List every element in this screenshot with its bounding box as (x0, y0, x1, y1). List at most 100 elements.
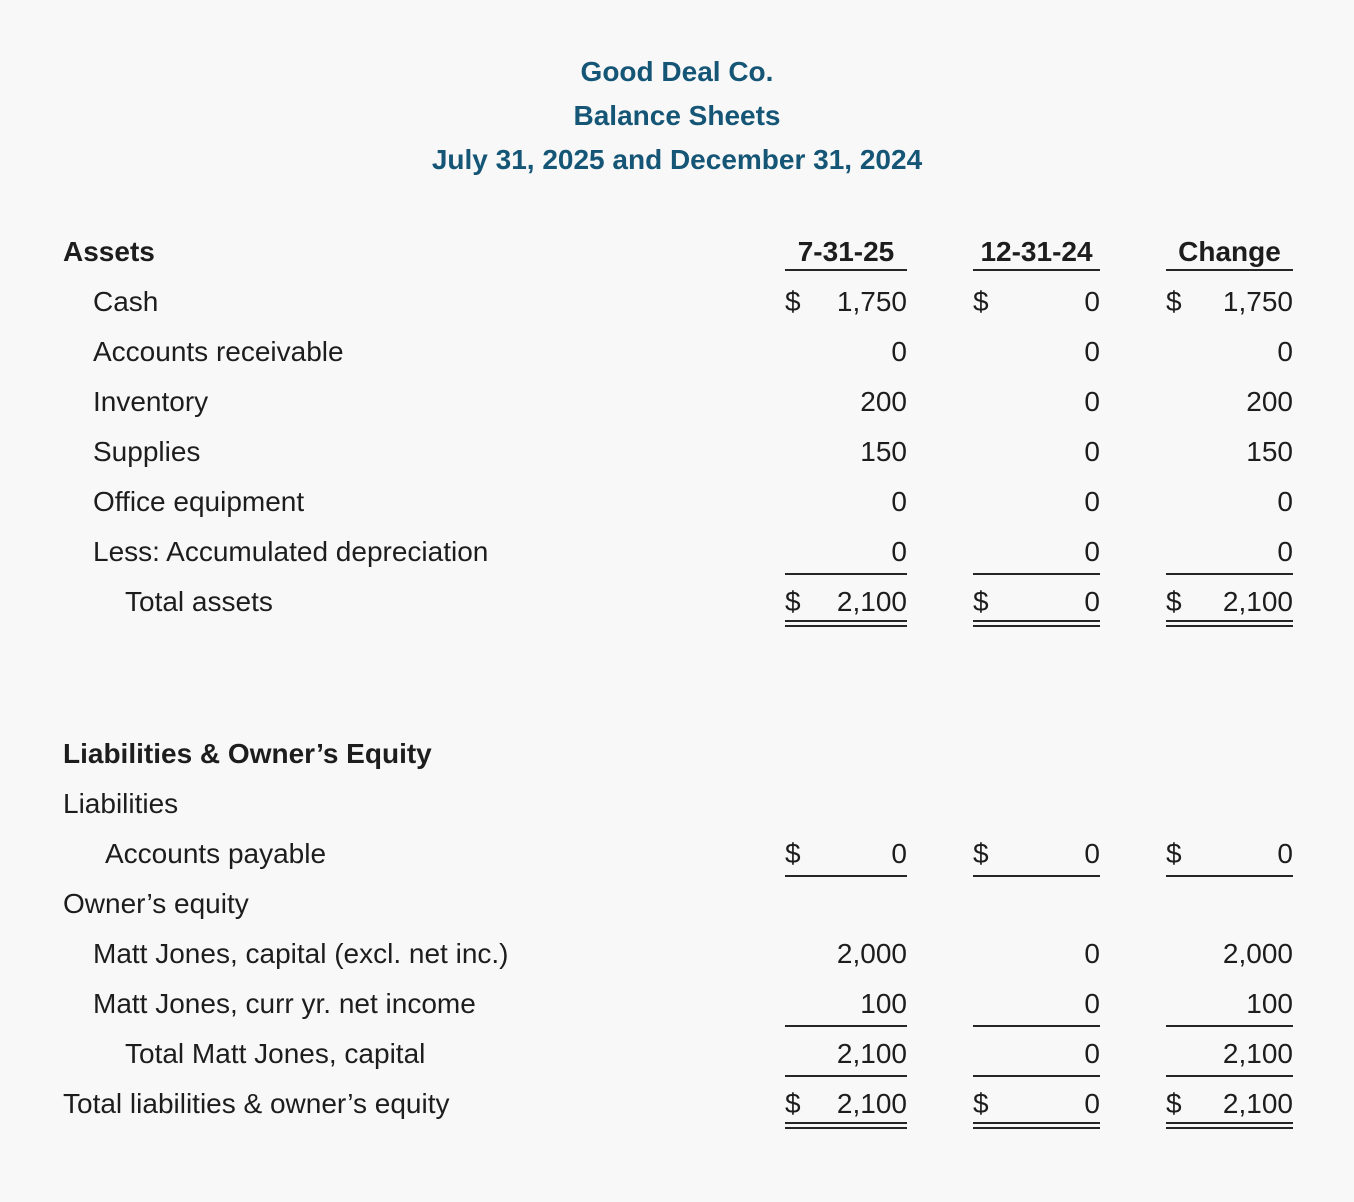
report-header: Good Deal Co. Balance Sheets July 31, 20… (0, 0, 1354, 182)
row-label: Liabilities (63, 788, 179, 819)
amount-value: 0 (1084, 1088, 1100, 1119)
row-label: Matt Jones, capital (excl. net inc.) (93, 938, 509, 969)
amount-cell: 0 (1166, 527, 1293, 577)
row-label: Owner’s equity (63, 888, 249, 919)
amount-value: 0 (1084, 486, 1100, 517)
amount-value: 0 (1084, 586, 1100, 617)
amount-value: 150 (860, 436, 907, 467)
amount-value: 0 (891, 336, 907, 367)
column-header: 12-31-24 (973, 227, 1100, 277)
amount-cell: $1,750 (785, 277, 907, 327)
amount-cell: $2,100 (785, 577, 907, 627)
row-label: Total Matt Jones, capital (125, 1038, 426, 1069)
amount-value: 0 (891, 486, 907, 517)
column-header-label: 7-31-25 (797, 236, 895, 267)
amount-cell: $2,100 (785, 1079, 907, 1129)
amount-cell: 2,100 (1166, 1029, 1293, 1079)
currency-symbol: $ (973, 586, 989, 617)
amount-cell: 0 (973, 979, 1100, 1029)
amount-value: 2,100 (836, 1038, 907, 1069)
column-header-label: 12-31-24 (980, 236, 1093, 267)
amount-cell: 0 (973, 1029, 1100, 1079)
amount-value: 0 (891, 838, 907, 869)
amount-cell: $0 (785, 829, 907, 879)
table-row: Cash $1,750 $0 $1,750 (0, 277, 1354, 327)
amount-value: 0 (1084, 938, 1100, 969)
amount-value: 0 (1277, 336, 1293, 367)
amount-value: 2,000 (836, 938, 907, 969)
amount-cell: $2,100 (1166, 1079, 1293, 1129)
table-row: Total liabilities & owner’s equity $2,100… (0, 1079, 1354, 1129)
amount-cell: 150 (1166, 427, 1293, 477)
amount-value: 0 (1277, 486, 1293, 517)
amount-cell: $0 (973, 577, 1100, 627)
balance-sheet-table: Assets 7-31-25 12-31-24 Change Cash $1,750 $0 $… (0, 227, 1354, 1129)
column-header: Change (1166, 227, 1293, 277)
table-row: Supplies 150 0 150 (0, 427, 1354, 477)
amount-cell: $0 (973, 829, 1100, 879)
amount-cell: 0 (973, 377, 1100, 427)
amount-cell: 100 (785, 979, 907, 1029)
amount-cell: 200 (1166, 377, 1293, 427)
amount-cell: 0 (973, 427, 1100, 477)
section-heading: Assets (63, 236, 155, 267)
row-label: Accounts receivable (93, 336, 344, 367)
table-row: Owner’s equity (0, 879, 1354, 929)
row-label: Accounts payable (105, 838, 327, 869)
amount-value: 200 (1246, 386, 1293, 417)
currency-symbol: $ (1166, 1088, 1182, 1119)
currency-symbol: $ (785, 838, 801, 869)
amount-cell: 0 (785, 477, 907, 527)
table-row: Total Matt Jones, capital 2,100 0 2,100 (0, 1029, 1354, 1079)
amount-value: 0 (1084, 536, 1100, 567)
table-row: Inventory 200 0 200 (0, 377, 1354, 427)
amount-cell: $0 (1166, 829, 1293, 879)
amount-cell: 0 (973, 929, 1100, 979)
row-label: Matt Jones, curr yr. net income (93, 988, 476, 1019)
amount-value: 0 (1084, 386, 1100, 417)
amount-cell: 200 (785, 377, 907, 427)
table-row: Matt Jones, curr yr. net income 100 0 100 (0, 979, 1354, 1029)
amount-cell: 0 (785, 327, 907, 377)
amount-cell: 0 (1166, 327, 1293, 377)
table-row: Accounts receivable 0 0 0 (0, 327, 1354, 377)
currency-symbol: $ (1166, 838, 1182, 869)
section-heading: Liabilities & Owner’s Equity (63, 738, 432, 769)
amount-value: 0 (1084, 286, 1100, 317)
currency-symbol: $ (973, 838, 989, 869)
currency-symbol: $ (973, 286, 989, 317)
table-row: Office equipment 0 0 0 (0, 477, 1354, 527)
currency-symbol: $ (1166, 586, 1182, 617)
amount-cell: 2,000 (1166, 929, 1293, 979)
amount-value: 2,000 (1222, 938, 1293, 969)
amount-cell: 100 (1166, 979, 1293, 1029)
report-title: Balance Sheets (573, 100, 781, 131)
amount-value: 0 (1084, 436, 1100, 467)
amount-cell: 0 (785, 527, 907, 577)
amount-cell: $2,100 (1166, 577, 1293, 627)
amount-value: 100 (860, 988, 907, 1019)
amount-cell: 0 (973, 477, 1100, 527)
amount-value: 2,100 (1222, 1038, 1293, 1069)
table-row: Matt Jones, capital (excl. net inc.) 2,00… (0, 929, 1354, 979)
amount-cell: 0 (973, 527, 1100, 577)
amount-cell: 150 (785, 427, 907, 477)
assets-section: Assets 7-31-25 12-31-24 Change Cash $1,750 $0 $… (0, 227, 1354, 627)
amount-cell: 2,000 (785, 929, 907, 979)
amount-cell: $0 (973, 277, 1100, 327)
column-header-row: Assets 7-31-25 12-31-24 Change (0, 227, 1354, 277)
liabilities-owners-equity-section: Liabilities & Owner’s Equity Liabilities A… (0, 729, 1354, 1129)
amount-value: 0 (1084, 336, 1100, 367)
amount-value: 0 (1084, 1038, 1100, 1069)
amount-value: 150 (1246, 436, 1293, 467)
row-label: Less: Accumulated depreciation (93, 536, 489, 567)
currency-symbol: $ (785, 1088, 801, 1119)
amount-value: 2,100 (836, 1088, 907, 1119)
table-row: Less: Accumulated depreciation 0 0 0 (0, 527, 1354, 577)
table-row: Liabilities & Owner’s Equity (0, 729, 1354, 779)
table-row: Total assets $2,100 $0 $2,100 (0, 577, 1354, 627)
column-header: 7-31-25 (785, 227, 907, 277)
amount-value: 0 (891, 536, 907, 567)
amount-value: 100 (1246, 988, 1293, 1019)
